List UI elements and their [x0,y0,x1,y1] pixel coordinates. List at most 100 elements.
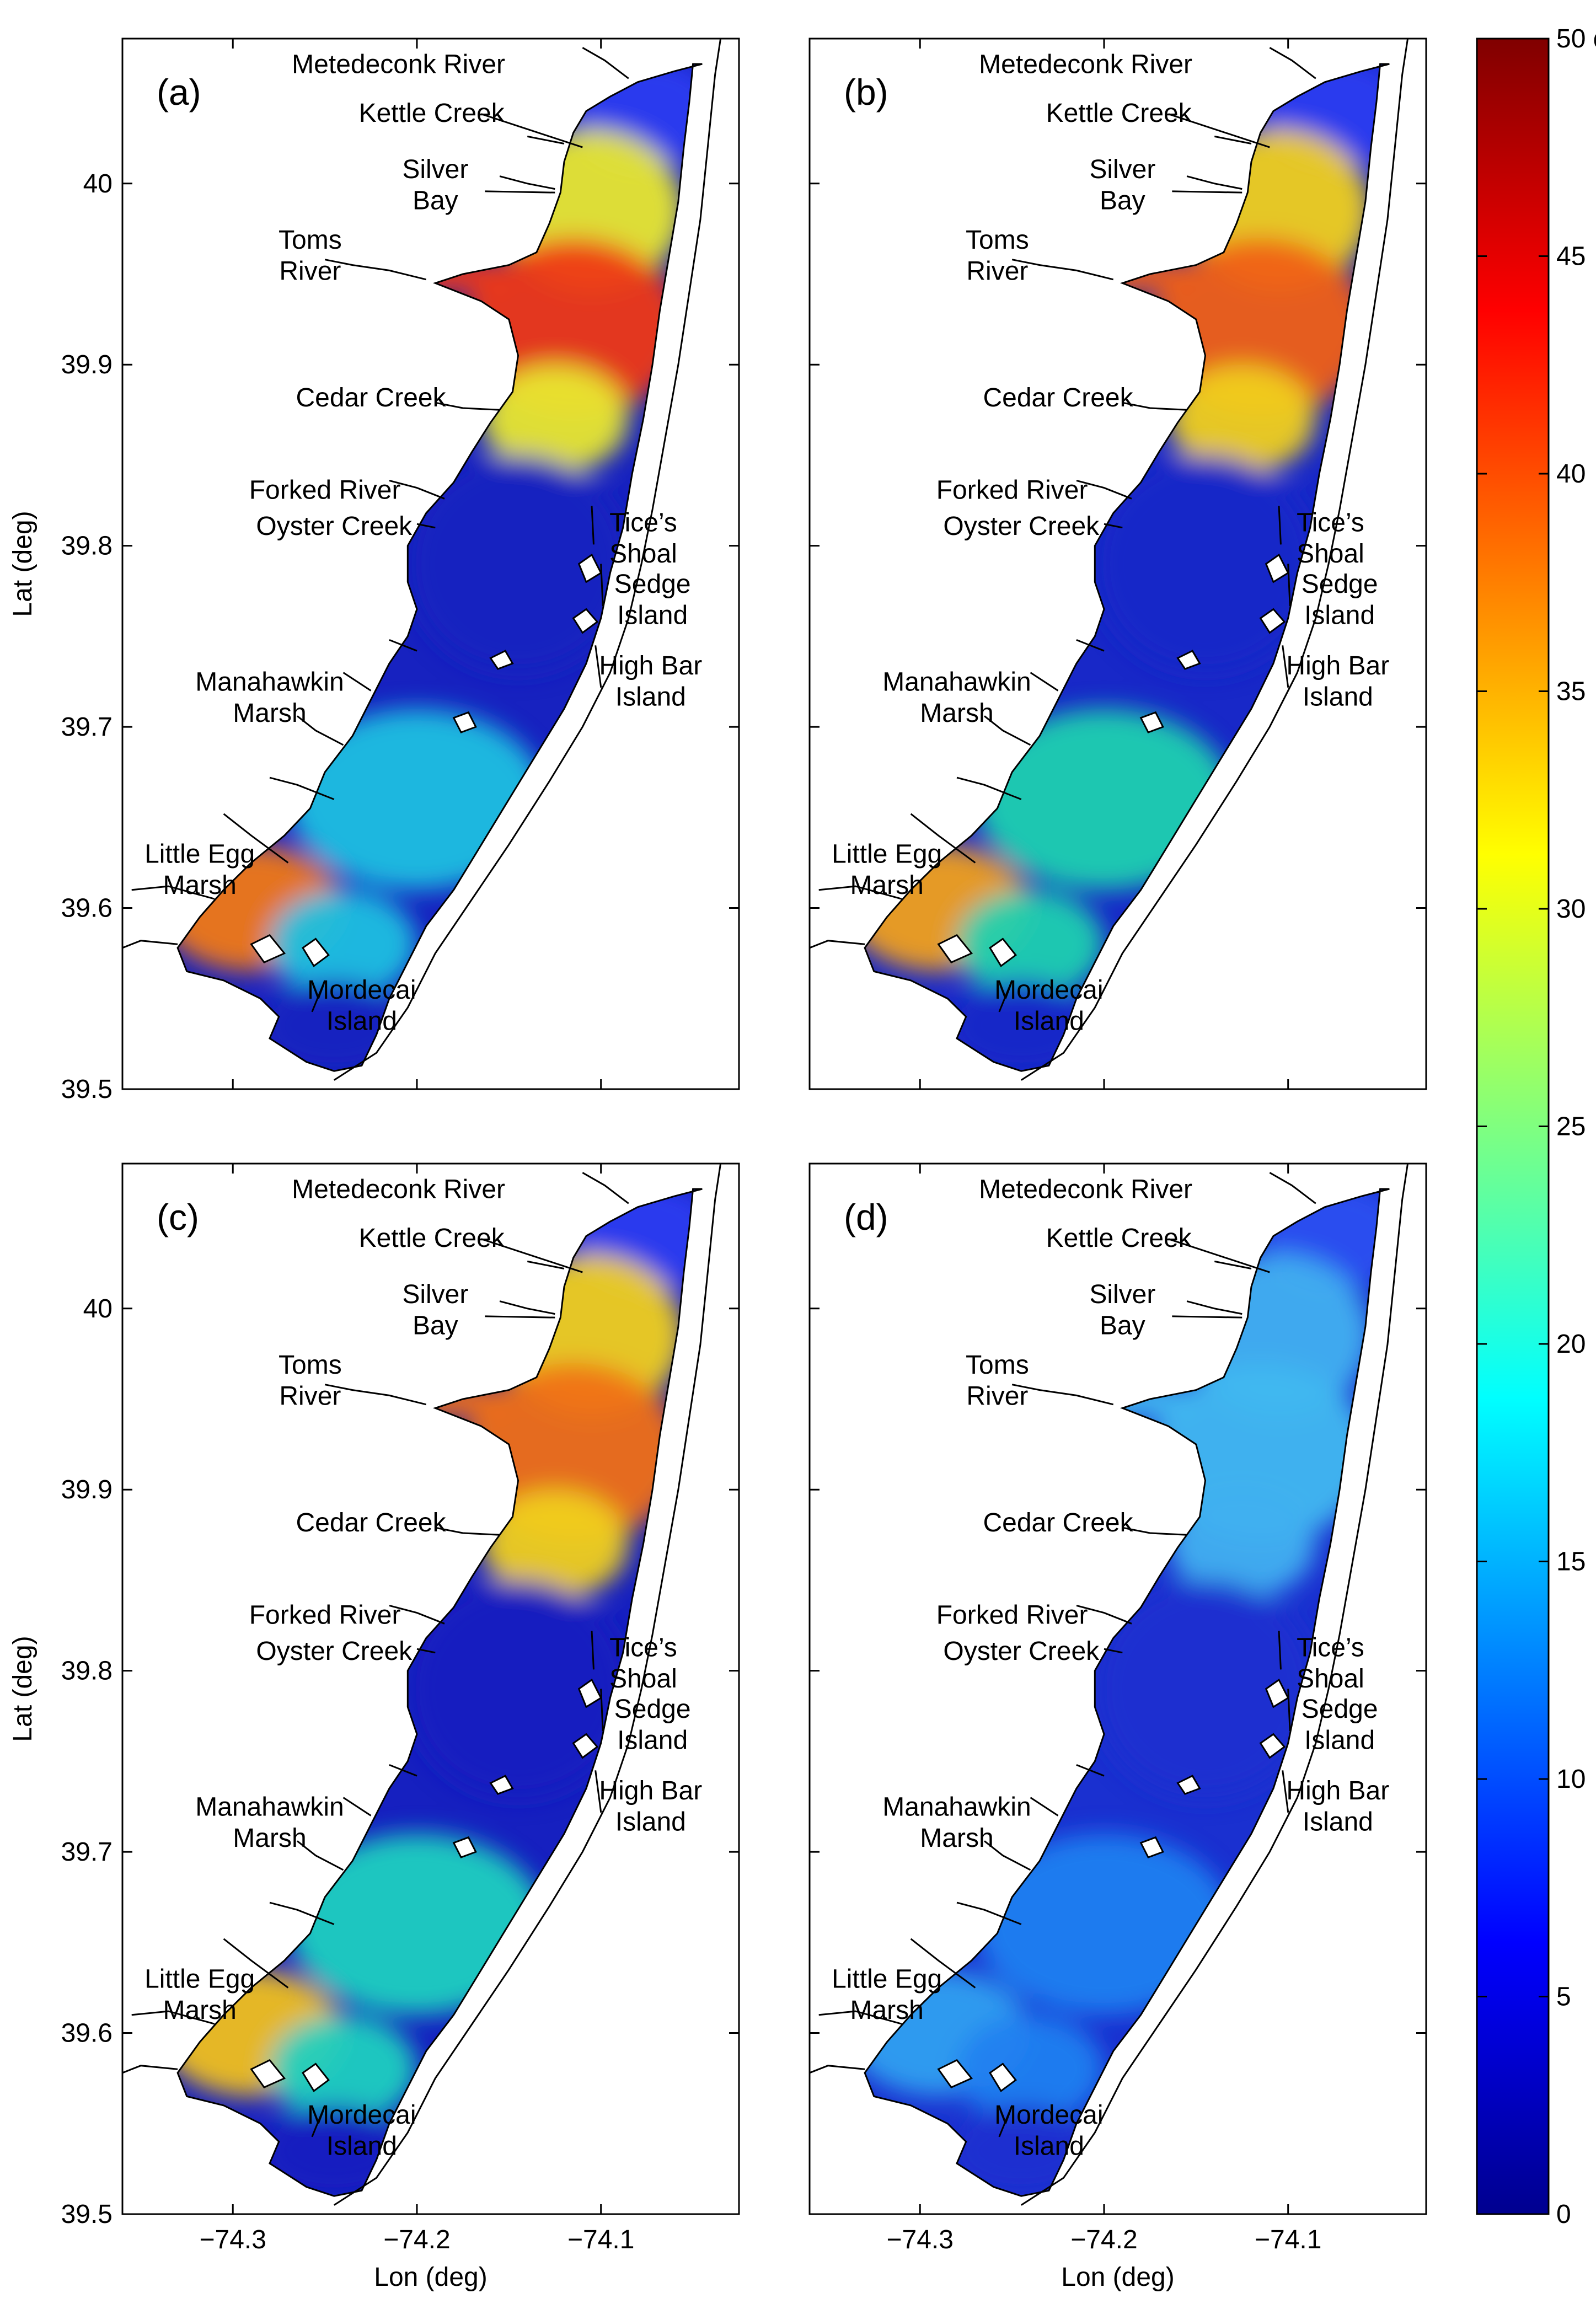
y-tick-label: 39.9 [61,350,113,379]
place-label: High Bar Island [1286,1776,1389,1837]
shoreline [176,1188,703,2197]
tributary [1076,1604,1132,1625]
colorbar-tick-label: 45 [1556,242,1586,271]
tributary [1011,1384,1114,1406]
tributary [1186,1300,1242,1315]
place-label: Forked River [249,475,401,505]
place-label: Oyster Creek [943,512,1100,541]
place-label: High Bar Island [1286,651,1389,712]
place-label: Cedar Creek [296,1508,446,1537]
leader-line [1278,1631,1282,1670]
tributary [389,479,445,500]
place-label: Manahawkin Marsh [882,1792,1031,1853]
tributary [416,1648,436,1654]
place-label: Forked River [249,1600,401,1630]
island [937,2059,973,2088]
island [1176,1775,1201,1795]
island [1176,650,1201,670]
tributary [1269,47,1316,79]
y-tick-label: 39.5 [61,1075,113,1104]
tributary [1122,1526,1187,1536]
shoreline [176,63,703,1072]
island [1259,1733,1286,1759]
place-label: Tice’s Shoal [1297,1633,1364,1694]
tributary [984,715,1031,746]
tributary [910,1938,976,1989]
tributary [297,715,344,746]
leader-line [600,564,604,607]
tributary [131,2010,215,2025]
place-label: Little Egg Marsh [144,1964,255,2025]
panel-letter: (c) [157,1197,199,1237]
leader-line [998,980,1013,1012]
place-label: Silver Bay [402,1280,468,1341]
tributary [1076,479,1132,500]
tributary [122,940,178,949]
place-label: Manahawkin Marsh [195,1792,344,1853]
place-label: Kettle Creek [359,99,505,128]
tributary [1011,259,1114,281]
x-axis-label: Lon (deg) [1061,2263,1174,2292]
tributary [342,672,372,692]
place-label: Sedge Island [614,570,691,630]
place-label: Metedeconk River [292,1175,505,1204]
tributary [269,1901,335,1925]
leader-line [600,1689,604,1732]
place-label: Toms River [966,1351,1029,1411]
place-label: Silver Bay [402,155,468,216]
place-label: Oyster Creek [943,1637,1100,1666]
place-label: Oyster Creek [256,512,413,541]
x-tick-label: −74.3 [887,2225,954,2254]
panel-letter: (b) [844,72,888,112]
island [489,1775,514,1795]
leader-line [485,1315,555,1319]
tributary [1214,1260,1252,1269]
place-label: Cedar Creek [983,383,1133,412]
colorbar: 0 5 10 15 20 25 30 35 40 45 50 d [1476,24,1596,2229]
place-label: High Bar Island [599,651,702,712]
tributary [818,885,902,900]
leader-line [481,113,583,148]
tributary [910,813,976,864]
place-label: High Bar Island [599,1776,702,1837]
place-label: Forked River [936,475,1088,505]
y-tick-label: 39.9 [61,1475,113,1504]
barrier-island-outline [333,38,722,1081]
island [452,1836,477,1858]
place-label: Tice’s Shoal [1297,508,1364,569]
tributary [1214,135,1252,144]
tributary [582,47,629,79]
panel-d: −74.3 −74.2 −74.1 Lon (deg) (d) Metedeconk Ri… [808,1162,1427,2292]
place-label: Mordecai Island [994,976,1103,1036]
tributary [809,2065,865,2074]
tributary [499,1300,555,1315]
tributary [269,776,335,800]
tributary [527,135,565,144]
leader-line [1172,190,1242,194]
colorbar-tick-label: 20 [1556,1330,1586,1359]
island [572,1733,599,1759]
colorbar-tick-label: 35 [1556,677,1586,706]
leader-line [1168,1238,1270,1273]
place-label: Toms River [966,226,1029,286]
panel-b: (b) Metedeconk River Kettle Creek Silver Bay… [808,37,1427,1090]
island [452,711,477,733]
leader-line [591,506,595,545]
tributary [1076,639,1105,652]
tributary [324,1384,427,1406]
tributary [389,639,417,652]
tributary [956,1901,1022,1925]
colorbar-tick-label: 15 [1556,1547,1586,1577]
panel-letter: (a) [157,72,201,112]
colorbar-tick-label: 40 [1556,459,1586,489]
axes-frame [121,37,740,1090]
y-axis-label: Lat (deg) [8,1636,38,1742]
place-label: Tice’s Shoal [609,508,677,569]
tributary [984,1840,1031,1871]
x-axis-label: Lon (deg) [374,2263,487,2292]
leader-line [1287,1689,1291,1732]
tributary [527,1260,565,1269]
panel-c: 39.5 39.6 39.7 39.8 39.9 40 −74.3 −74.2 −74.1 Lon… [8,1162,740,2292]
tributary [223,813,289,864]
